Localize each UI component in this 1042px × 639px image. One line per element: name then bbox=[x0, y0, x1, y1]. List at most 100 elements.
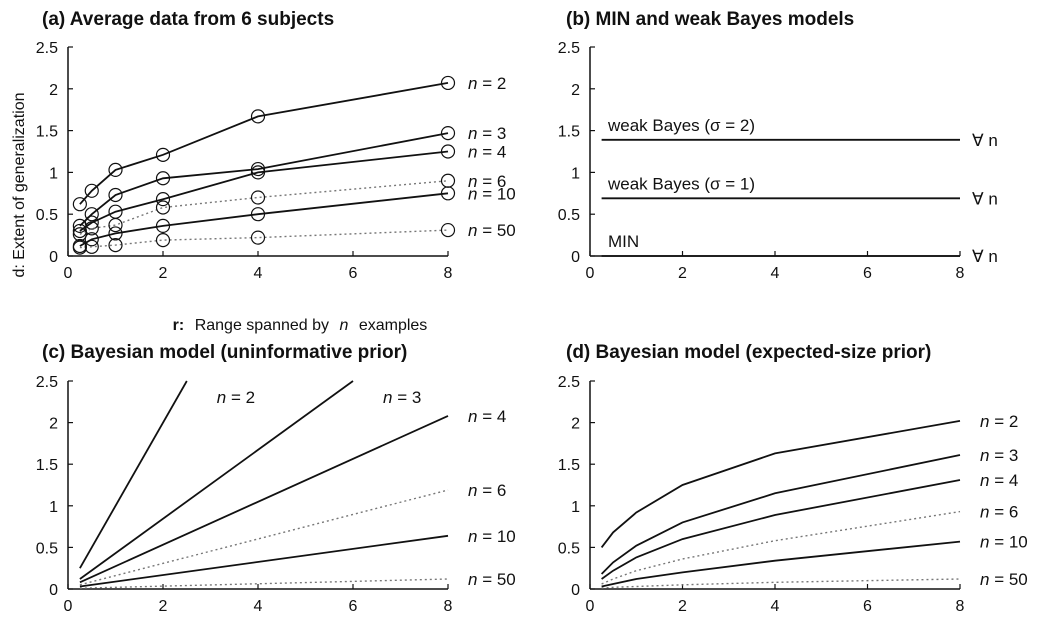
series-label: n = 3 bbox=[468, 124, 506, 143]
x-axis-label-tail: examples bbox=[359, 317, 427, 334]
y-tick-label: 0 bbox=[49, 249, 58, 266]
series-label: n = 6 bbox=[468, 172, 506, 191]
data-point bbox=[108, 162, 123, 177]
series-label: n = 10 bbox=[980, 533, 1028, 552]
y-tick-label: 0.5 bbox=[558, 207, 580, 224]
y-tick-label: 0.5 bbox=[558, 540, 580, 557]
panel-title: (c) Bayesian model (uninformative prior) bbox=[42, 342, 407, 363]
data-point bbox=[72, 227, 87, 242]
x-tick-label: 2 bbox=[678, 598, 687, 615]
data-point bbox=[155, 218, 171, 234]
series-line bbox=[601, 540, 961, 588]
data-point bbox=[155, 200, 171, 215]
data-point bbox=[155, 233, 171, 248]
series-label: weak Bayes (σ = 2) bbox=[607, 116, 755, 135]
x-axis-label-n: n bbox=[339, 317, 348, 334]
series-label: n = 4 bbox=[468, 143, 506, 162]
series-line bbox=[79, 150, 449, 232]
series-label: n = 3 bbox=[383, 388, 421, 407]
data-point bbox=[440, 126, 456, 141]
x-tick-label: 8 bbox=[956, 598, 965, 615]
series-line bbox=[79, 415, 449, 584]
y-tick-label: 2.5 bbox=[558, 40, 580, 57]
series-line bbox=[79, 578, 449, 589]
y-tick-label: 2 bbox=[49, 416, 58, 433]
y-tick-label: 2.5 bbox=[36, 374, 58, 391]
forall-label: ∀ n bbox=[972, 247, 998, 266]
y-tick-label: 2 bbox=[571, 416, 580, 433]
x-tick-label: 8 bbox=[956, 265, 965, 282]
panel-d: (d) Bayesian model (expected-size prior)… bbox=[558, 342, 1028, 615]
data-point bbox=[84, 215, 99, 230]
x-tick-label: 4 bbox=[254, 598, 263, 615]
y-tick-label: 1 bbox=[571, 499, 580, 516]
series-line bbox=[79, 82, 449, 205]
data-point bbox=[155, 192, 171, 207]
series-line bbox=[79, 180, 449, 235]
y-tick-label: 1.5 bbox=[36, 124, 58, 141]
data-point bbox=[84, 239, 99, 254]
data-point bbox=[250, 230, 266, 245]
y-tick-label: 2.5 bbox=[558, 374, 580, 391]
x-tick-label: 4 bbox=[254, 265, 263, 282]
data-point bbox=[108, 226, 123, 241]
series-line bbox=[79, 534, 449, 588]
data-point bbox=[155, 147, 171, 162]
data-point bbox=[84, 183, 99, 198]
series-line bbox=[79, 229, 449, 249]
series-line bbox=[600, 420, 961, 548]
series-label: n = 2 bbox=[217, 388, 255, 407]
series-label: n = 2 bbox=[468, 74, 506, 93]
data-point bbox=[250, 109, 266, 124]
y-tick-label: 2.5 bbox=[36, 40, 58, 57]
data-point bbox=[250, 207, 266, 222]
series-label: n = 50 bbox=[468, 221, 516, 240]
x-tick-label: 6 bbox=[349, 265, 358, 282]
forall-label: ∀ n bbox=[972, 131, 998, 150]
data-point bbox=[108, 217, 123, 233]
data-point bbox=[440, 173, 456, 188]
y-tick-label: 1 bbox=[49, 499, 58, 516]
y-tick-label: 2 bbox=[571, 82, 580, 99]
data-point bbox=[440, 144, 456, 159]
panel-title: (a) Average data from 6 subjects bbox=[42, 9, 334, 30]
series-label: n = 50 bbox=[468, 570, 516, 589]
x-tick-label: 8 bbox=[444, 265, 453, 282]
data-point bbox=[440, 186, 456, 201]
x-tick-label: 0 bbox=[64, 265, 73, 282]
x-tick-label: 6 bbox=[863, 265, 872, 282]
series-line bbox=[601, 479, 961, 580]
x-tick-label: 6 bbox=[863, 598, 872, 615]
panel-title: (b) MIN and weak Bayes models bbox=[566, 9, 854, 30]
x-tick-label: 8 bbox=[444, 598, 453, 615]
series-label: n = 3 bbox=[980, 446, 1018, 465]
series-label: MIN bbox=[608, 232, 639, 251]
series-label: n = 10 bbox=[468, 184, 516, 203]
y-axis-label: d: Extent of generalization bbox=[11, 92, 28, 277]
data-point bbox=[108, 187, 123, 203]
series-label: n = 50 bbox=[980, 570, 1028, 589]
series-label: weak Bayes (σ = 1) bbox=[607, 174, 755, 193]
y-tick-label: 2 bbox=[49, 82, 58, 99]
x-tick-label: 4 bbox=[771, 265, 780, 282]
series-line bbox=[79, 489, 449, 586]
series-line bbox=[601, 510, 961, 585]
data-point bbox=[84, 207, 99, 222]
series-label: n = 4 bbox=[468, 407, 506, 426]
panel-b: (b) MIN and weak Bayes models 0 0.5 1 1.5 2 2.… bbox=[558, 9, 998, 282]
panel-a: (a) Average data from 6 subjects 0 0.5 1 1.5… bbox=[36, 9, 516, 282]
data-point bbox=[72, 240, 87, 255]
x-tick-label: 4 bbox=[771, 598, 780, 615]
series-label: n = 10 bbox=[468, 527, 516, 546]
series-line bbox=[79, 380, 354, 580]
x-tick-label: 0 bbox=[586, 598, 595, 615]
data-point bbox=[84, 221, 99, 236]
series-label: n = 4 bbox=[980, 471, 1018, 490]
x-tick-label: 6 bbox=[349, 598, 358, 615]
y-tick-label: 1.5 bbox=[558, 124, 580, 141]
data-point bbox=[72, 197, 87, 212]
x-tick-label: 2 bbox=[159, 265, 168, 282]
series-line bbox=[601, 578, 961, 589]
series-line bbox=[79, 380, 188, 569]
